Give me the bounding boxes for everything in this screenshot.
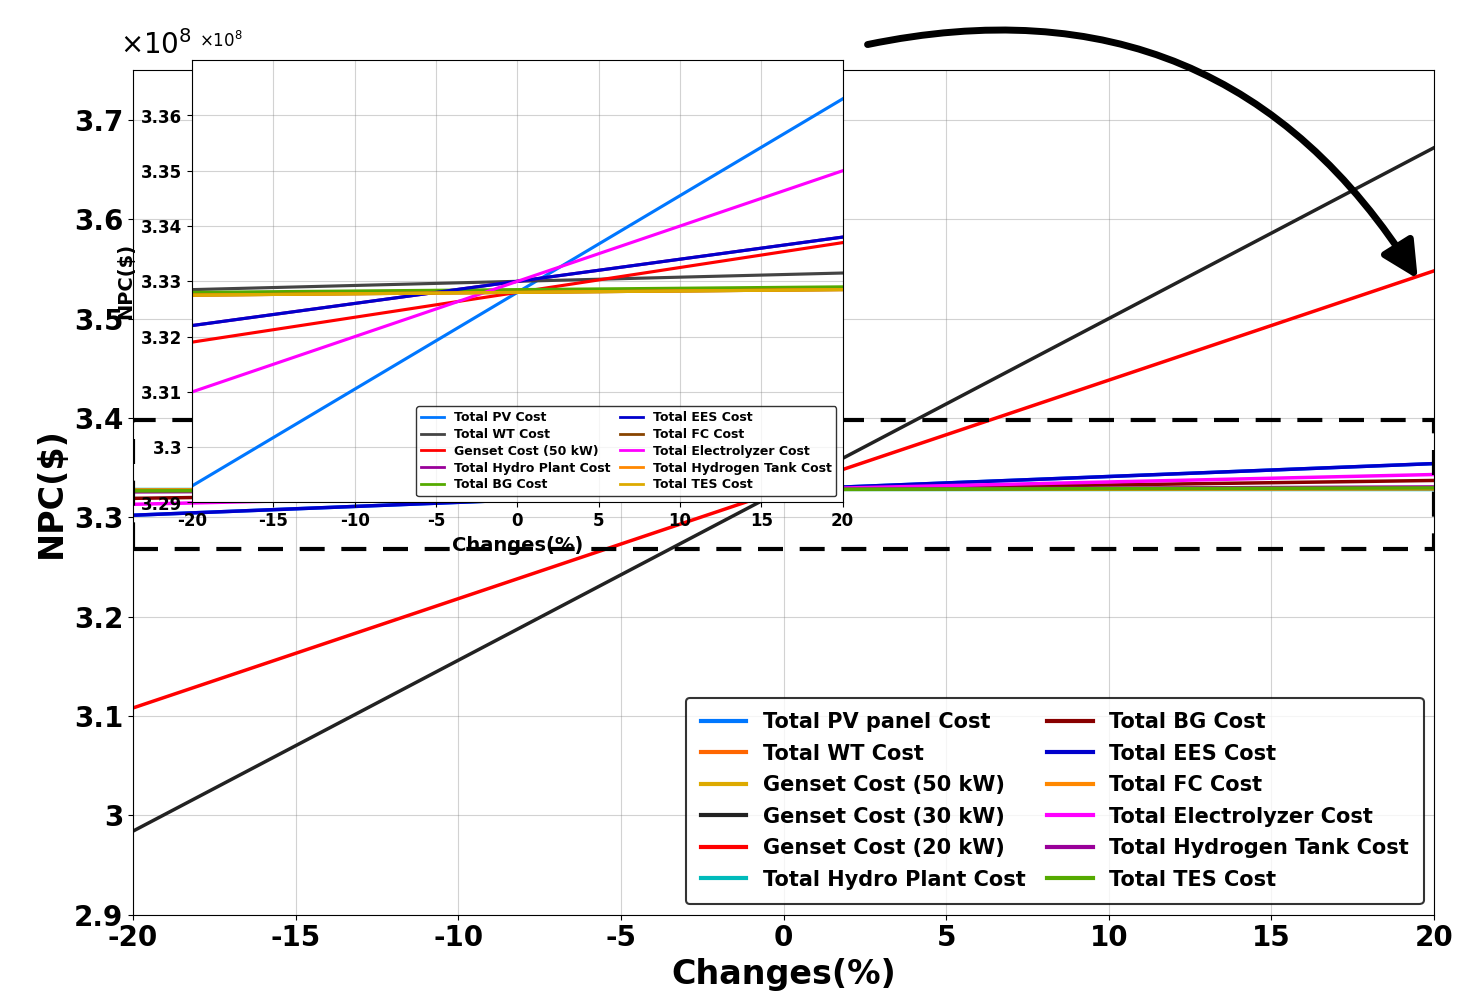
Bar <box>133 420 1434 549</box>
X-axis label: Changes(%): Changes(%) <box>671 958 896 991</box>
Legend: Total PV panel Cost, Total WT Cost, Genset Cost (50 kW), Genset Cost (30 kW), Ge: Total PV panel Cost, Total WT Cost, Gens… <box>686 697 1423 904</box>
Y-axis label: NPC($): NPC($) <box>35 427 68 558</box>
Text: $\times10^{8}$: $\times10^{8}$ <box>198 31 242 51</box>
Legend: Total PV Cost, Total WT Cost, Genset Cost (50 kW), Total Hydro Plant Cost, Total: Total PV Cost, Total WT Cost, Genset Cos… <box>415 406 837 496</box>
Y-axis label: NPC($): NPC($) <box>117 243 136 320</box>
X-axis label: Changes(%): Changes(%) <box>452 536 582 555</box>
Text: $\times10^{8}$: $\times10^{8}$ <box>120 30 192 60</box>
